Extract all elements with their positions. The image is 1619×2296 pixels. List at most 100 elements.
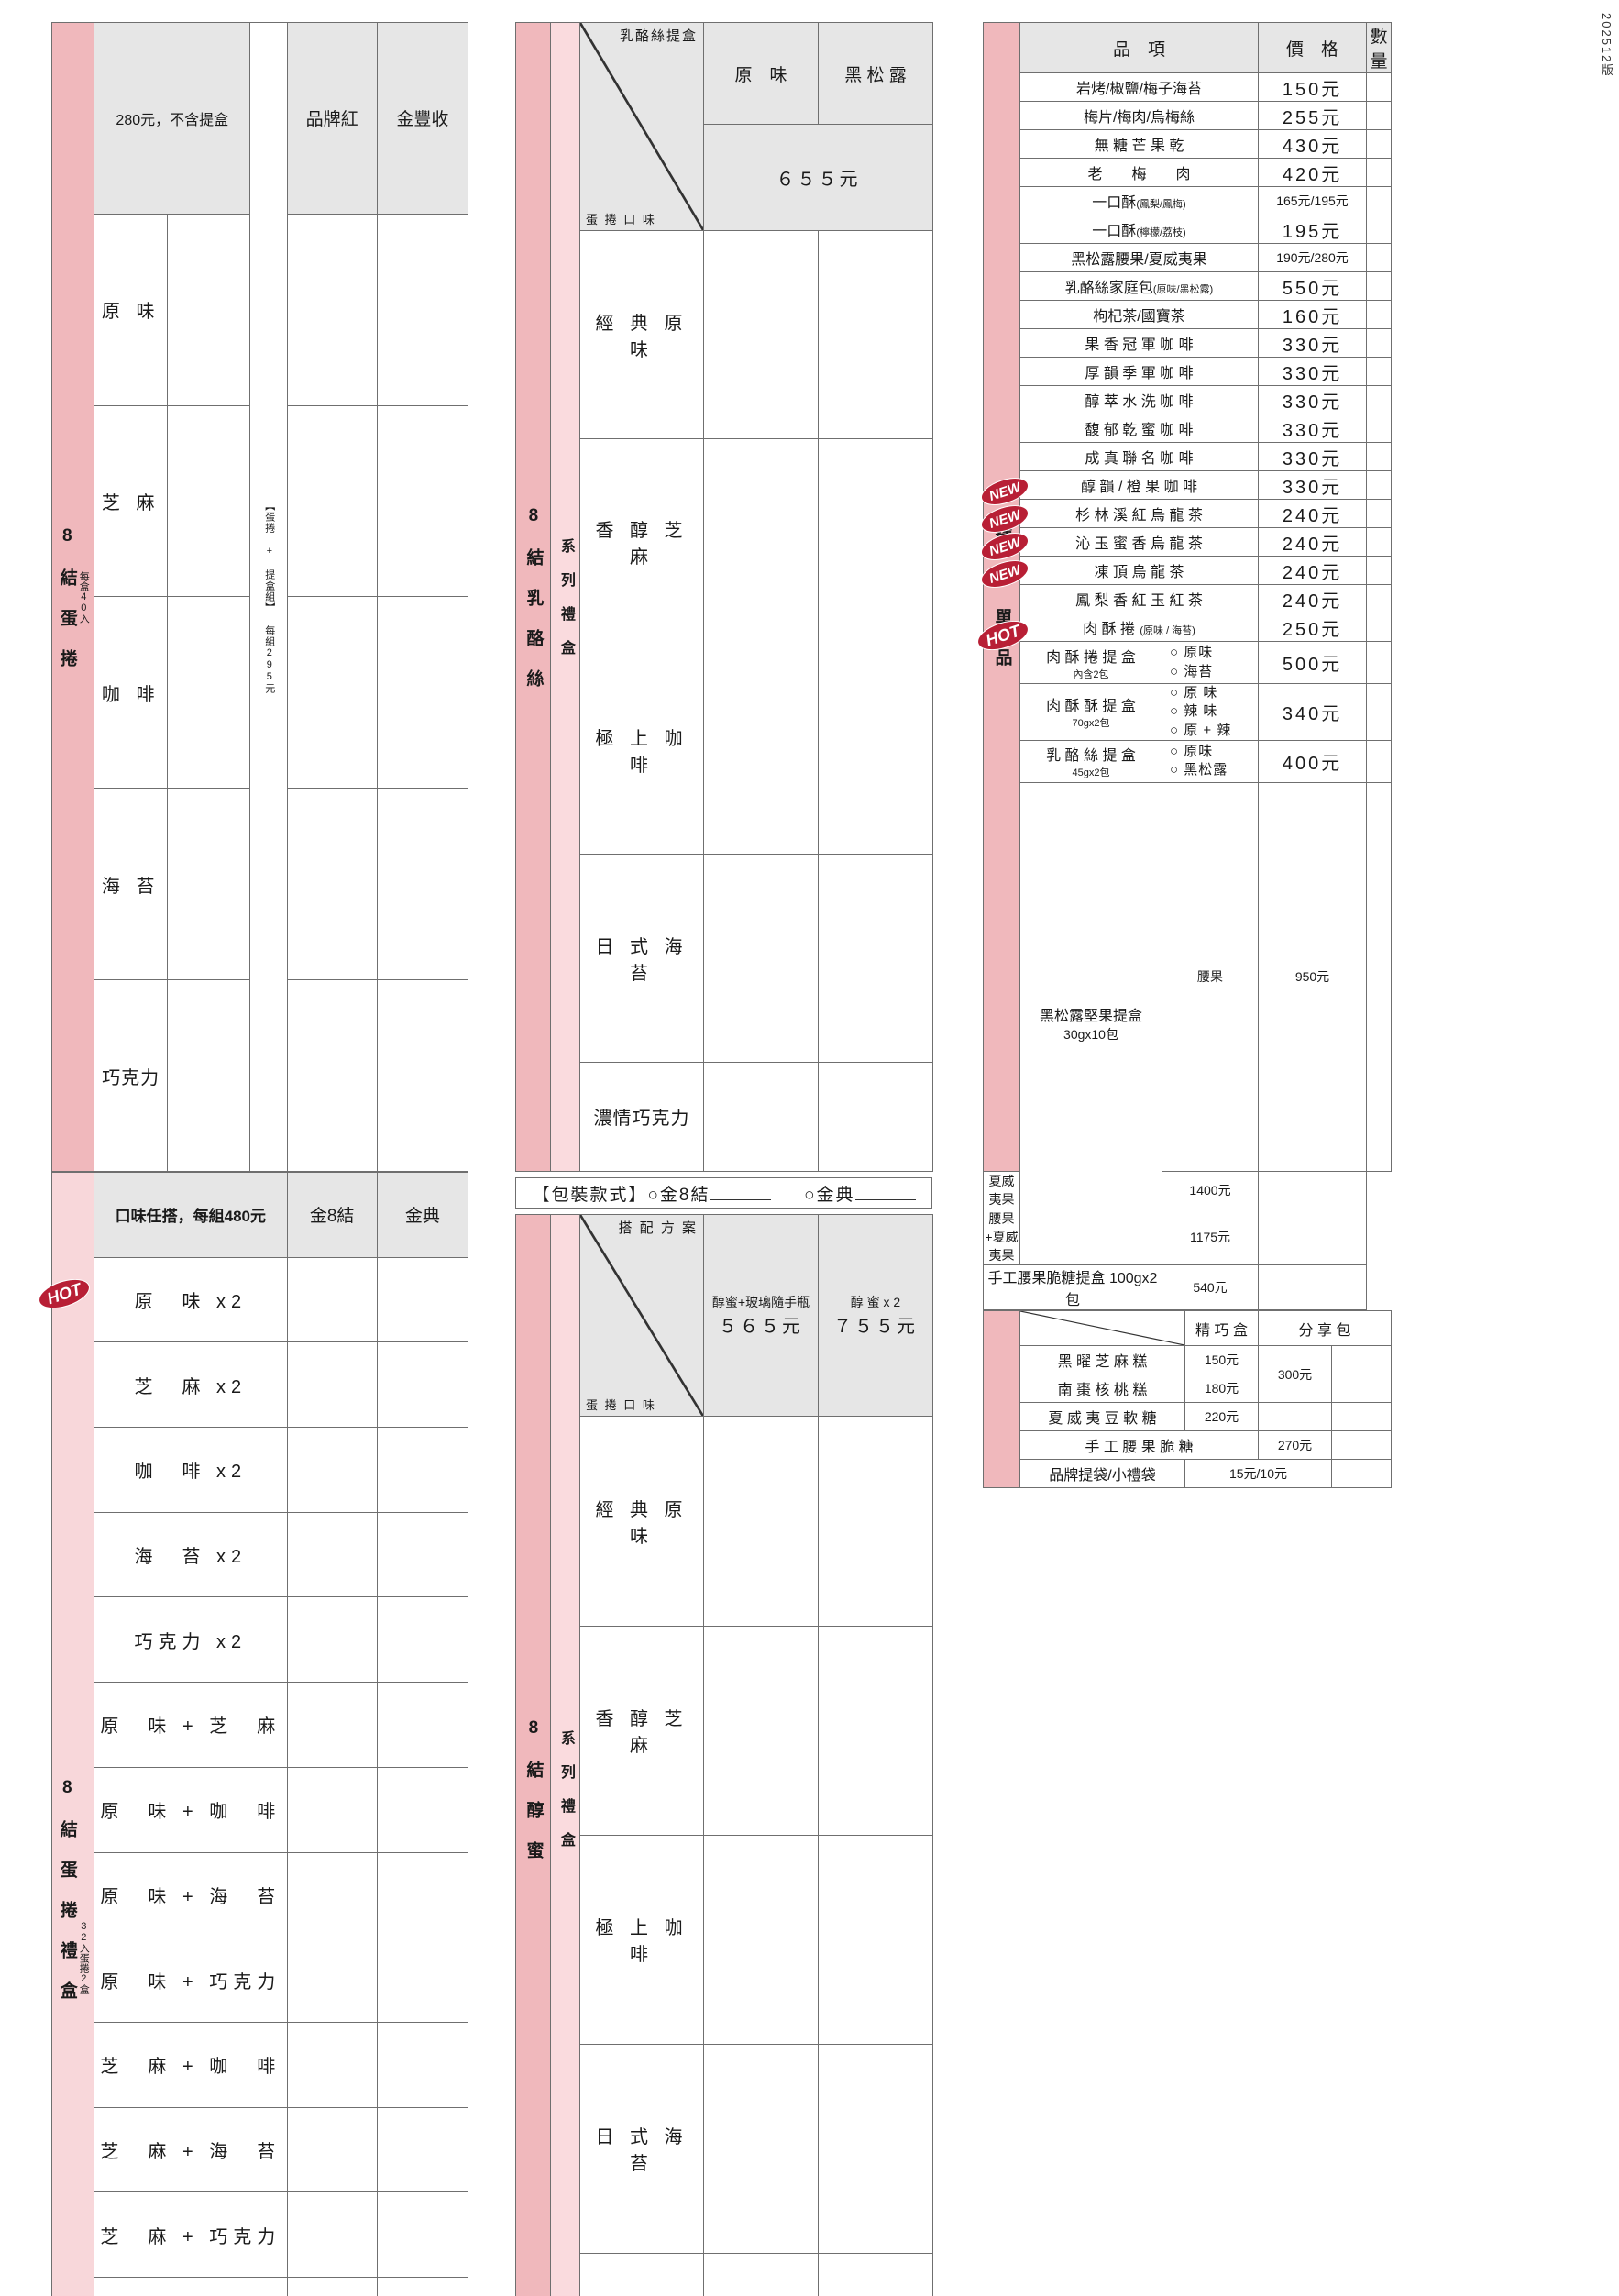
qty-cell[interactable] <box>819 2254 933 2296</box>
qty-cell[interactable] <box>819 1835 933 2044</box>
qty-cell[interactable] <box>819 1626 933 1835</box>
qty-cell[interactable] <box>1367 301 1392 329</box>
qty-cell[interactable] <box>1367 73 1392 102</box>
qty-cell[interactable] <box>168 980 250 1172</box>
qty-cell[interactable] <box>377 2022 468 2107</box>
qty-cell[interactable] <box>1367 443 1392 471</box>
qty-cell[interactable] <box>377 1428 468 1513</box>
qty-cell[interactable] <box>377 2107 468 2192</box>
qty-cell[interactable] <box>168 405 250 597</box>
qty-cell[interactable] <box>377 2277 468 2296</box>
qty-cell[interactable] <box>1259 1209 1367 1265</box>
qty-cell[interactable] <box>287 980 377 1172</box>
radio-option[interactable]: ○ 海苔 <box>1162 663 1258 681</box>
qty-cell[interactable] <box>704 230 819 438</box>
qty-cell[interactable] <box>377 1597 468 1683</box>
qty-cell[interactable] <box>1332 1403 1392 1431</box>
packaging-blank-1[interactable] <box>710 1199 771 1200</box>
qty-cell[interactable] <box>819 1417 933 1626</box>
qty-cell[interactable] <box>377 405 468 597</box>
qty-cell[interactable] <box>377 2192 468 2278</box>
qty-cell[interactable] <box>377 1512 468 1597</box>
qty-cell[interactable] <box>1367 272 1392 301</box>
qty-cell[interactable] <box>1367 471 1392 500</box>
qty-cell[interactable] <box>1367 130 1392 159</box>
option-choices[interactable]: ○ 原 味 ○ 辣 味 ○ 原 + 辣 <box>1162 684 1259 741</box>
qty-cell[interactable] <box>287 405 377 597</box>
qty-cell[interactable] <box>287 1852 377 1937</box>
qty-cell[interactable] <box>1367 102 1392 130</box>
qty-cell[interactable] <box>287 2107 377 2192</box>
qty-cell[interactable] <box>1332 1460 1392 1488</box>
qty-cell[interactable] <box>704 855 819 1063</box>
qty-cell[interactable] <box>704 1062 819 1171</box>
qty-cell[interactable] <box>287 1767 377 1852</box>
option-choices[interactable]: ○ 原味 ○ 海苔 <box>1162 642 1259 684</box>
qty-cell[interactable] <box>287 597 377 789</box>
qty-cell[interactable] <box>377 789 468 980</box>
qty-cell[interactable] <box>287 1683 377 1768</box>
qty-cell[interactable] <box>1367 187 1392 215</box>
qty-cell[interactable] <box>1367 215 1392 244</box>
radio-option[interactable]: ○ 原 味 <box>1162 684 1258 702</box>
qty-cell[interactable] <box>1367 358 1392 386</box>
qty-cell[interactable] <box>819 230 933 438</box>
qty-cell[interactable] <box>1259 1265 1367 1310</box>
qty-cell[interactable] <box>1367 642 1392 684</box>
qty-cell[interactable] <box>1367 414 1392 443</box>
packaging-blank-2[interactable] <box>855 1199 916 1200</box>
qty-cell[interactable] <box>1367 782 1392 1171</box>
qty-cell[interactable] <box>704 1626 819 1835</box>
qty-cell[interactable] <box>168 597 250 789</box>
qty-cell[interactable] <box>704 1835 819 2044</box>
qty-cell[interactable] <box>1367 613 1392 642</box>
qty-cell[interactable] <box>1259 1172 1367 1209</box>
qty-cell[interactable] <box>287 1512 377 1597</box>
qty-cell[interactable] <box>287 2277 377 2296</box>
radio-option[interactable]: ○ 黑松露 <box>1162 761 1258 779</box>
qty-cell[interactable] <box>377 980 468 1172</box>
radio-option[interactable]: ○ 原味 <box>1162 644 1258 662</box>
qty-cell[interactable] <box>287 789 377 980</box>
packaging-opt-2[interactable]: ○金典 <box>804 1186 854 1205</box>
qty-cell[interactable] <box>704 646 819 855</box>
qty-cell[interactable] <box>1367 684 1392 741</box>
qty-cell[interactable] <box>168 214 250 405</box>
qty-cell[interactable] <box>287 2022 377 2107</box>
qty-cell[interactable] <box>704 438 819 646</box>
qty-cell[interactable] <box>287 1937 377 2023</box>
packaging-opt-1[interactable]: ○金8結 <box>647 1186 710 1205</box>
qty-cell[interactable] <box>377 214 468 405</box>
qty-cell[interactable] <box>377 1257 468 1342</box>
qty-cell[interactable] <box>377 1937 468 2023</box>
qty-cell[interactable] <box>377 1767 468 1852</box>
qty-cell[interactable] <box>287 2192 377 2278</box>
qty-cell[interactable] <box>704 2254 819 2296</box>
qty-cell[interactable] <box>1367 528 1392 557</box>
qty-cell[interactable] <box>704 1417 819 1626</box>
qty-cell[interactable] <box>1332 1346 1392 1374</box>
qty-cell[interactable] <box>819 1062 933 1171</box>
option-choices[interactable]: ○ 原味 ○ 黑松露 <box>1162 740 1259 782</box>
qty-cell[interactable] <box>1367 585 1392 613</box>
qty-cell[interactable] <box>1367 244 1392 272</box>
qty-cell[interactable] <box>287 1597 377 1683</box>
qty-cell[interactable] <box>704 2044 819 2253</box>
qty-cell[interactable] <box>168 789 250 980</box>
qty-cell[interactable] <box>1367 500 1392 528</box>
qty-cell[interactable] <box>1332 1374 1392 1403</box>
radio-option[interactable]: ○ 辣 味 <box>1162 702 1258 721</box>
qty-cell[interactable] <box>287 1428 377 1513</box>
qty-cell[interactable] <box>287 214 377 405</box>
qty-cell[interactable] <box>287 1342 377 1428</box>
qty-cell[interactable] <box>819 2044 933 2253</box>
radio-option[interactable]: ○ 原味 <box>1162 743 1258 761</box>
qty-cell[interactable] <box>1367 386 1392 414</box>
qty-cell[interactable] <box>377 1683 468 1768</box>
qty-cell[interactable] <box>377 597 468 789</box>
qty-cell[interactable] <box>1367 557 1392 585</box>
qty-cell[interactable] <box>1367 740 1392 782</box>
radio-option[interactable]: ○ 原 + 辣 <box>1162 722 1258 740</box>
qty-cell[interactable] <box>1332 1431 1392 1460</box>
qty-cell[interactable] <box>377 1852 468 1937</box>
